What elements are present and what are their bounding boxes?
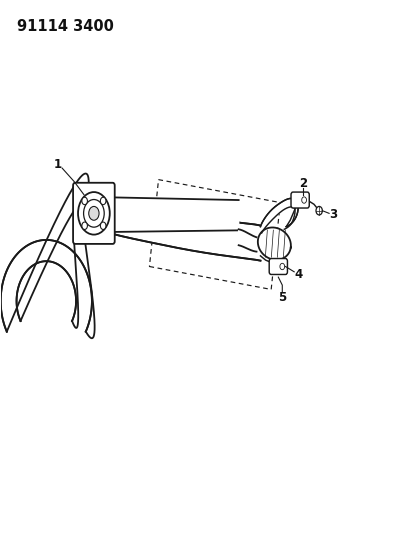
Text: 5: 5: [278, 291, 287, 304]
Text: 1: 1: [54, 158, 62, 171]
Circle shape: [100, 222, 106, 230]
Polygon shape: [260, 198, 298, 233]
Circle shape: [78, 192, 110, 235]
Circle shape: [84, 199, 104, 227]
FancyBboxPatch shape: [291, 192, 309, 208]
FancyBboxPatch shape: [269, 259, 287, 274]
Text: 2: 2: [299, 177, 307, 190]
Text: 4: 4: [294, 268, 302, 281]
Text: 3: 3: [329, 208, 337, 221]
Circle shape: [316, 206, 322, 215]
Polygon shape: [88, 195, 260, 261]
Circle shape: [82, 197, 88, 205]
Bar: [149, 180, 280, 289]
Polygon shape: [239, 229, 256, 252]
Text: 91114 3400: 91114 3400: [17, 19, 113, 34]
Polygon shape: [258, 228, 291, 260]
Circle shape: [302, 197, 306, 203]
Circle shape: [100, 197, 106, 205]
FancyBboxPatch shape: [73, 183, 115, 244]
Polygon shape: [72, 214, 95, 338]
Circle shape: [280, 263, 285, 270]
Polygon shape: [1, 240, 92, 332]
Circle shape: [89, 206, 99, 220]
Circle shape: [82, 222, 88, 230]
Polygon shape: [113, 197, 239, 232]
